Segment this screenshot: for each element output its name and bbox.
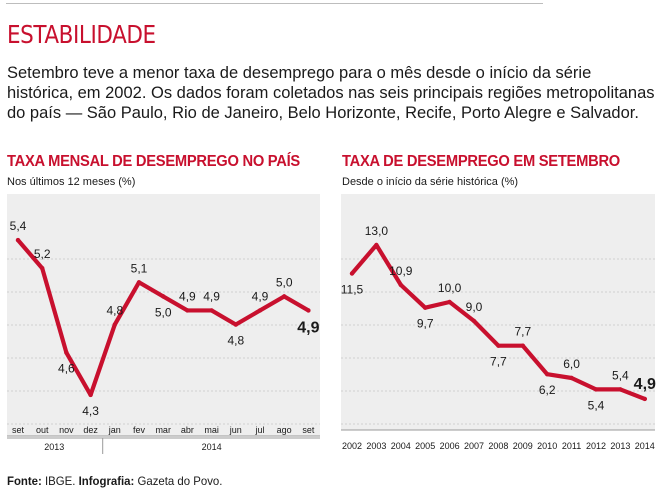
chart-monthly-unemployment: 5,4 5,2 4,6 4,3 4,8 5,1 5,0 4,9 4,9 4,8 4,9 5,0 4,9 s… <box>7 194 320 466</box>
chart-2-data-label: 6,2 <box>539 383 556 397</box>
chart-2-data-label: 13,0 <box>365 224 389 238</box>
chart-1-tick-label: ago <box>277 425 292 435</box>
chart-1-tick-label: dez <box>83 425 98 435</box>
chart-1-tick-label: out <box>36 425 49 435</box>
chart-1-tick-label: nov <box>59 425 74 435</box>
chart-2-point <box>496 343 501 348</box>
chart-1-point <box>15 237 21 243</box>
kicker: ESTABILIDADE <box>7 20 156 49</box>
chart-1-point <box>209 308 214 313</box>
chart-1-tick-label: jun <box>229 425 242 435</box>
chart-2-tick-label: 2004 <box>391 441 411 451</box>
source-value: IBGE. <box>45 474 76 488</box>
chart-1-point <box>40 266 45 271</box>
chart-1-data-label: 5,0 <box>276 275 293 289</box>
chart-1-point <box>185 308 190 313</box>
chart-1-tick-label: mai <box>204 425 219 435</box>
credit-label: Infografia: <box>78 474 135 488</box>
chart-1-data-label: 4,9 <box>297 319 319 336</box>
chart-1-svg: 5,4 5,2 4,6 4,3 4,8 5,1 5,0 4,9 4,9 4,8 4,9 5,0 4,9 s… <box>7 194 320 454</box>
chart-1-point <box>88 392 93 398</box>
chart-2-tick-label: 2008 <box>488 441 508 451</box>
chart-2-background <box>341 194 655 430</box>
chart-2-data-label: 6,0 <box>563 357 580 371</box>
chart-1-data-label: 4,8 <box>106 304 123 318</box>
chart-1-point <box>136 280 142 285</box>
chart-1-data-label: 4,9 <box>203 289 220 303</box>
chart-2-point <box>642 396 647 402</box>
chart-1-subtitle: Nos últimos 12 meses (%) <box>7 176 136 188</box>
chart-2-subtitle: Desde o início da série histórica (%) <box>342 176 519 188</box>
chart-2-tick-label: 2010 <box>537 441 557 451</box>
chart-1-data-label: 5,1 <box>131 261 148 275</box>
chart-1-year-label: 2013 <box>44 442 64 452</box>
chart-2-point <box>447 299 452 305</box>
chart-2-tick-label: 2012 <box>586 441 606 451</box>
chart-1-tick-label: mar <box>155 425 171 435</box>
chart-2-point <box>471 318 477 324</box>
chart-1-data-label: 5,4 <box>10 219 27 233</box>
chart-2-tick-label: 2003 <box>366 441 386 451</box>
chart-2-point <box>423 305 428 310</box>
chart-2-data-label: 5,4 <box>588 398 605 412</box>
chart-2-point <box>545 372 550 377</box>
chart-2-tick-label: 2014 <box>635 441 655 451</box>
chart-1-point <box>282 294 287 299</box>
chart-1-point <box>161 294 166 299</box>
chart-1-point <box>64 350 69 355</box>
chart-1-tick-label: fev <box>133 425 146 435</box>
chart-2-title: TAXA DE DESEMPREGO EM SETEMBRO <box>342 153 620 170</box>
chart-2-tick-label: 2007 <box>464 441 484 451</box>
chart-2-point <box>569 375 574 381</box>
chart-1-title: TAXA MENSAL DE DESEMPREGO NO PAÍS <box>7 153 300 170</box>
chart-2-point <box>618 387 623 392</box>
chart-1-background <box>7 194 320 436</box>
chart-2-data-label: 10,9 <box>389 264 413 278</box>
top-rule <box>6 3 543 4</box>
lede-text: Setembro teve a menor taxa de desemprego… <box>7 64 655 122</box>
chart-2-data-label: 4,9 <box>634 376 656 393</box>
chart-2-point <box>520 343 525 348</box>
chart-2-svg: 11,5 13,0 10,9 9,7 10,0 9,0 7,7 7,7 6,2 6,0 5,4 5,4… <box>341 194 656 451</box>
source-label: Fonte: <box>7 474 42 488</box>
chart-2-point <box>374 242 379 248</box>
chart-1-point <box>257 308 263 313</box>
chart-1-data-label: 5,2 <box>34 247 51 261</box>
chart-1-data-label: 5,0 <box>155 305 172 319</box>
chart-1-point <box>233 322 238 327</box>
chart-1-tick-label: abr <box>181 425 194 435</box>
chart-1-data-label: 4,8 <box>227 334 244 348</box>
chart-2-tick-label: 2002 <box>342 441 362 451</box>
chart-2-tick-label: 2009 <box>513 441 533 451</box>
chart-1-tick-label: jan <box>108 425 121 435</box>
chart-2-data-label: 7,7 <box>490 355 507 369</box>
chart-1-tick-label: jul <box>254 425 264 435</box>
chart-2-data-label: 9,7 <box>417 317 434 331</box>
chart-2-data-label: 10,0 <box>438 281 462 295</box>
chart-2-data-label: 5,4 <box>612 368 629 382</box>
chart-2-data-label: 9,0 <box>466 300 483 314</box>
chart-1-tick-label: set <box>12 425 25 435</box>
chart-september-unemployment: 11,5 13,0 10,9 9,7 10,0 9,0 7,7 7,7 6,2 6,0 5,4 5,4… <box>341 194 656 466</box>
chart-2-tick-label: 2011 <box>562 441 581 451</box>
chart-2-data-label: 11,5 <box>341 283 364 297</box>
chart-2-point <box>398 282 403 288</box>
footer-credits: Fonte: IBGE. Infografia: Gazeta do Povo. <box>7 474 222 488</box>
chart-1-point <box>112 322 118 327</box>
chart-1-data-label: 4,6 <box>58 362 75 376</box>
chart-1-point <box>306 308 311 313</box>
chart-1-data-label: 4,3 <box>82 404 99 418</box>
chart-2-tick-label: 2006 <box>440 441 460 451</box>
chart-2-data-label: 7,7 <box>514 325 531 339</box>
chart-2-point <box>349 271 355 276</box>
chart-2-point <box>593 387 599 392</box>
credit-value: Gazeta do Povo. <box>137 474 223 488</box>
chart-1-data-label: 4,9 <box>252 289 269 303</box>
chart-2-tick-label: 2013 <box>610 441 630 451</box>
chart-1-year-label: 2014 <box>202 442 222 452</box>
chart-2-tick-label: 2005 <box>415 441 435 451</box>
chart-1-data-label: 4,9 <box>179 289 196 303</box>
chart-1-tick-label: set <box>302 425 315 435</box>
